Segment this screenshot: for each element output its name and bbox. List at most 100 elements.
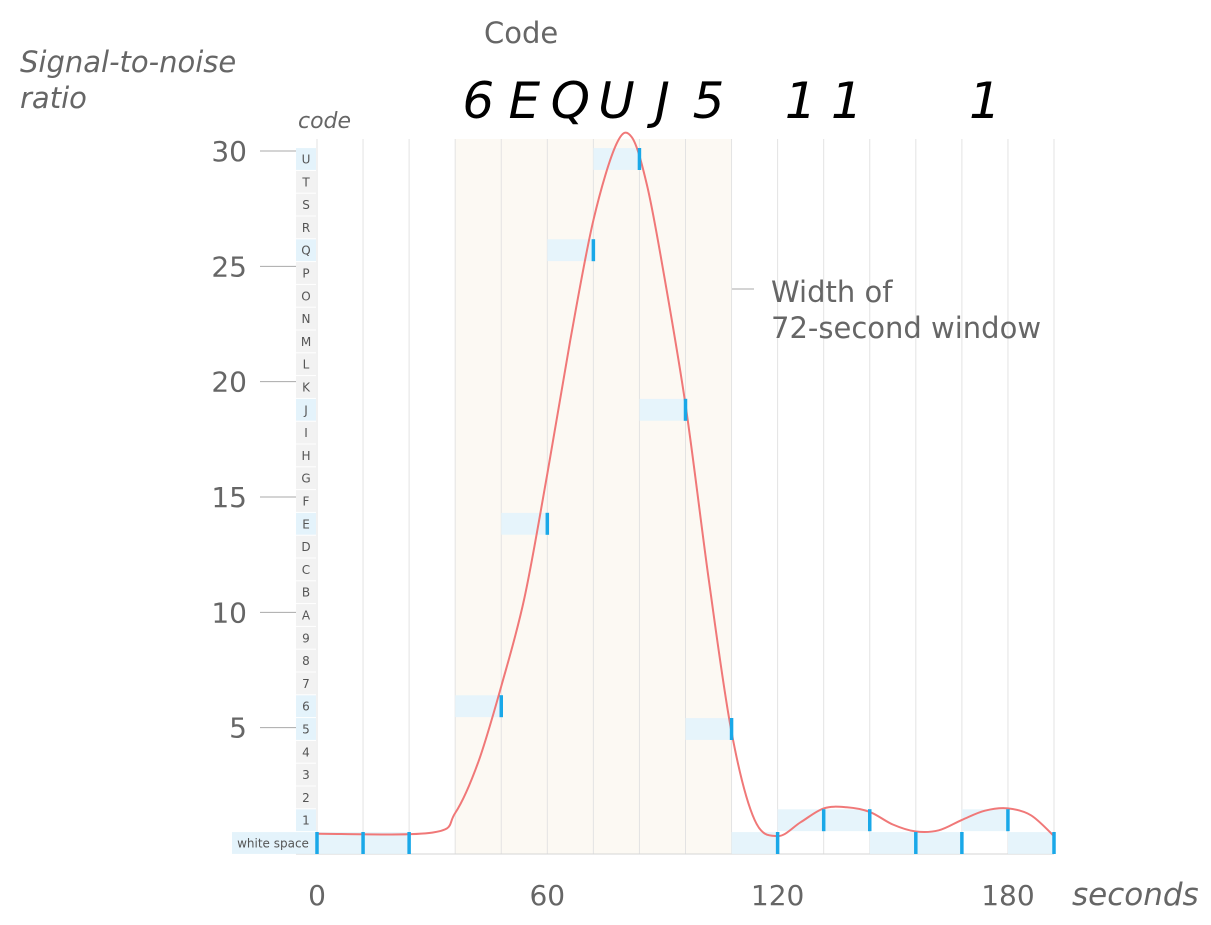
- code-level-cell: [296, 718, 316, 740]
- code-character: Q: [551, 72, 590, 130]
- y-tick-label: 30: [211, 135, 247, 168]
- code-level-cell: [296, 398, 316, 421]
- code-level-label: S: [302, 198, 310, 212]
- y-tick-label: 25: [211, 250, 247, 283]
- y-axis-layer: 5 10 15 20 25 30: [211, 135, 296, 745]
- code-level-label: L: [303, 358, 310, 372]
- x-axis-layer: 0 60 120 180: [308, 879, 1035, 912]
- annotation-line2: 72-second window: [771, 311, 1041, 345]
- code-level-label: A: [302, 609, 311, 623]
- code-level-cell: [296, 376, 316, 398]
- code-level-cell: [296, 353, 316, 376]
- code-level-label: I: [304, 426, 308, 440]
- code-level-label: 7: [302, 677, 310, 691]
- code-level-label: 4: [302, 745, 310, 759]
- code-level-cell: [232, 832, 316, 854]
- code-level-cell: [296, 604, 316, 626]
- sample-interval-bar: [317, 832, 364, 854]
- code-character: 1: [785, 72, 817, 130]
- code-column-layer: white space 1 2 3 4 5 6 7 8 9 ABCDEFGHIJKLMNOPQRST…: [232, 148, 316, 854]
- chart-title: Code: [484, 16, 558, 50]
- code-level-cell: [296, 330, 316, 353]
- sample-interval-bar: [961, 809, 1008, 832]
- code-level-label: 5: [302, 723, 310, 737]
- code-level-label: white space: [237, 837, 309, 851]
- snr-curve: [316, 131, 1055, 838]
- code-level-label: 6: [302, 700, 310, 714]
- code-level-label: T: [301, 175, 310, 189]
- code-character: E: [508, 72, 540, 130]
- sample-interval-bar: [1007, 832, 1054, 854]
- curve-layer: [316, 131, 1055, 838]
- code-level-label: B: [302, 586, 310, 600]
- code-level-cell: [296, 786, 316, 809]
- code-level-cell: [296, 581, 316, 604]
- code-level-cell: [296, 284, 316, 307]
- x-tick-label: 60: [529, 879, 565, 912]
- code-character: J: [646, 72, 670, 130]
- code-level-cell: [296, 262, 316, 284]
- code-level-label: 8: [302, 654, 310, 668]
- code-level-cell: [296, 512, 316, 535]
- code-character: U: [598, 72, 635, 130]
- annotation-line1: Width of: [771, 275, 893, 309]
- code-level-label: U: [302, 153, 311, 167]
- sample-interval-bar: [731, 832, 778, 854]
- code-character: 6: [462, 72, 494, 130]
- code-level-cell: [296, 672, 316, 695]
- code-level-cell: [296, 193, 316, 216]
- code-level-label: O: [301, 289, 310, 303]
- code-character: 1: [969, 72, 1001, 130]
- code-axis-label: code: [298, 109, 351, 134]
- code-character: 1: [831, 72, 863, 130]
- sample-interval-bar: [823, 809, 870, 832]
- sample-interval-bar: [593, 148, 640, 170]
- sample-interval-bar: [869, 832, 916, 854]
- code-level-cell: [296, 421, 316, 444]
- code-level-label: C: [302, 563, 310, 577]
- code-level-cell: [296, 467, 316, 490]
- x-tick-label: 0: [308, 879, 326, 912]
- code-level-label: J: [303, 403, 308, 417]
- code-level-label: N: [302, 312, 311, 326]
- y-tick-label: 10: [211, 596, 247, 629]
- y-tick-label: 15: [211, 481, 247, 514]
- code-level-label: 3: [302, 768, 310, 782]
- sample-interval-bar: [639, 398, 686, 421]
- code-level-cell: [296, 626, 316, 649]
- code-level-label: R: [302, 221, 310, 235]
- sample-interval-bar: [363, 832, 410, 854]
- sample-bars-layer: [317, 148, 1054, 854]
- code-level-label: 1: [302, 814, 310, 828]
- sample-interval-bar: [501, 512, 548, 535]
- code-level-label: F: [303, 495, 310, 509]
- sample-interval-bar: [455, 695, 502, 718]
- code-level-cell: [296, 740, 316, 763]
- code-level-cell: [296, 649, 316, 672]
- code-level-label: G: [301, 472, 310, 486]
- sample-ticks-layer: [315, 148, 1056, 854]
- code-level-label: P: [302, 267, 309, 281]
- code-level-cell: [296, 558, 316, 581]
- code-level-cell: [296, 216, 316, 239]
- code-level-label: M: [301, 335, 311, 349]
- code-level-label: K: [302, 381, 311, 395]
- y-tick-label: 20: [211, 366, 247, 399]
- code-level-label: 2: [302, 791, 310, 805]
- code-level-cell: [296, 239, 316, 262]
- code-level-label: Q: [301, 244, 310, 258]
- y-axis-label-line2: ratio: [20, 81, 87, 115]
- code-level-cell: [296, 148, 316, 170]
- code-character: 5: [693, 72, 725, 130]
- code-level-cell: [296, 170, 316, 193]
- code-level-label: 9: [302, 631, 310, 645]
- code-level-cell: [296, 809, 316, 832]
- code-level-cell: [296, 695, 316, 718]
- x-tick-label: 180: [981, 879, 1034, 912]
- x-tick-label: 120: [751, 879, 804, 912]
- code-level-cell: [296, 763, 316, 786]
- sample-interval-bar: [547, 239, 594, 262]
- code-level-cell: [296, 490, 316, 512]
